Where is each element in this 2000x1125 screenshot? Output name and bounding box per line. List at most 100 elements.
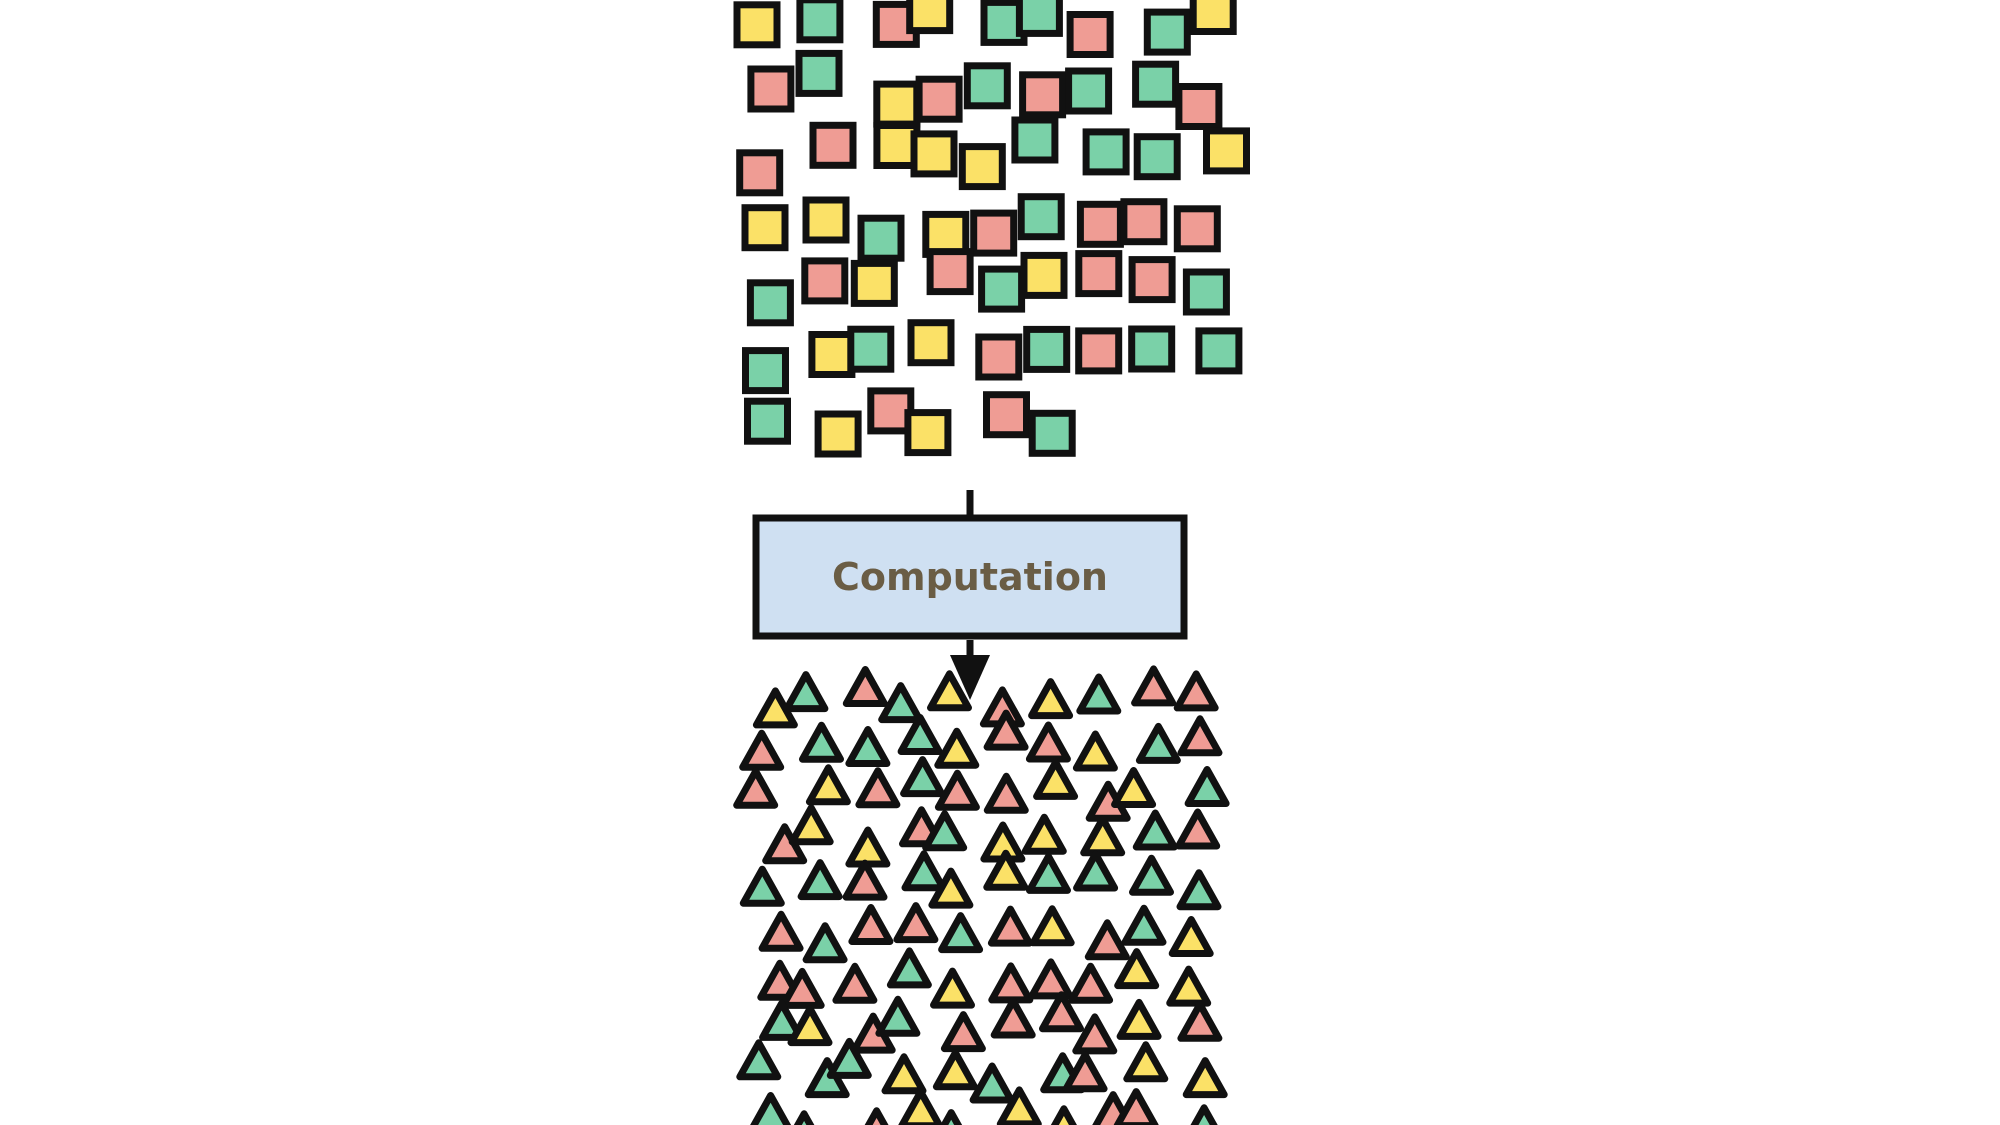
output-triangle-yellow: [1072, 730, 1118, 772]
input-square-green: [1195, 327, 1243, 375]
input-square-yellow: [904, 409, 952, 457]
output-triangle-yellow: [1050, 1105, 1077, 1125]
output-triangle-pink: [940, 1011, 986, 1053]
output-triangle-pink: [1072, 1013, 1118, 1055]
output-triangle-green: [875, 995, 921, 1037]
output-triangle-green: [938, 912, 984, 954]
output-triangle-pink: [733, 767, 779, 809]
output-triangle-pink: [848, 904, 894, 945]
output-triangle-pink: [1175, 808, 1221, 850]
output-triangle-pink: [779, 967, 825, 1009]
output-triangles-group: [733, 665, 1230, 1125]
output-triangle-green: [1129, 854, 1174, 896]
output-triangle-pink: [1062, 1051, 1108, 1093]
input-square-yellow: [808, 331, 856, 378]
input-square-pink: [1175, 83, 1223, 130]
input-square-pink: [1075, 250, 1123, 298]
input-square-yellow: [910, 130, 958, 178]
output-triangle-green: [802, 922, 848, 964]
output-triangle-green: [793, 1110, 815, 1125]
output-triangle-green: [1190, 1104, 1218, 1125]
input-square-pink: [867, 387, 915, 435]
output-triangle-pink: [988, 962, 1034, 1004]
output-triangle-green: [1132, 809, 1178, 851]
output-triangle-yellow: [805, 764, 851, 806]
output-triangle-green: [1184, 766, 1230, 807]
input-square-pink: [801, 257, 849, 305]
input-square-green: [1028, 409, 1076, 457]
input-square-green: [847, 325, 895, 373]
output-triangle-yellow: [1111, 767, 1157, 808]
output-triangle-yellow: [927, 670, 972, 712]
input-square-green: [746, 279, 794, 327]
output-triangle-yellow: [845, 826, 891, 868]
output-triangle-yellow: [1168, 916, 1214, 957]
output-triangle-yellow: [928, 867, 974, 909]
output-triangle-yellow: [983, 849, 1029, 891]
output-triangle-yellow: [1021, 813, 1067, 855]
output-triangle-yellow: [881, 1053, 927, 1095]
output-triangle-pink: [983, 772, 1029, 814]
input-square-green: [963, 62, 1011, 110]
input-squares-group: [733, 0, 1250, 458]
output-triangle-green: [1073, 850, 1119, 892]
output-triangle-green: [922, 810, 968, 852]
input-square-yellow: [733, 1, 781, 49]
output-triangle-pink: [832, 962, 878, 1004]
output-arrow-head: [950, 655, 990, 700]
output-triangle-pink: [1177, 1000, 1223, 1042]
output-triangle-green: [797, 859, 843, 901]
input-square-yellow: [922, 210, 970, 258]
output-triangle-pink: [934, 769, 980, 811]
output-triangle-yellow: [1028, 678, 1074, 720]
output-triangle-yellow: [787, 1005, 833, 1047]
input-square-yellow: [873, 80, 921, 128]
output-triangle-yellow: [1080, 815, 1126, 857]
input-square-green: [1143, 8, 1191, 56]
input-square-pink: [1075, 327, 1123, 375]
input-square-pink: [970, 209, 1018, 257]
output-triangle-yellow: [1029, 905, 1075, 947]
output-triangle-green: [736, 1039, 782, 1081]
output-triangle-pink: [758, 910, 804, 952]
output-triangle-pink: [1113, 1088, 1159, 1125]
input-square-green: [1128, 325, 1176, 373]
input-square-yellow: [907, 319, 955, 367]
input-square-yellow: [741, 204, 789, 252]
output-triangle-pink: [987, 905, 1033, 947]
output-triangle-pink: [1068, 962, 1114, 1004]
output-triangle-yellow: [1166, 965, 1212, 1007]
output-triangle-green: [940, 1109, 963, 1125]
input-square-green: [1133, 133, 1181, 181]
output-triangle-pink: [739, 729, 785, 771]
output-triangle-yellow: [898, 1088, 944, 1125]
output-triangle-green: [1026, 852, 1071, 894]
output-triangle-green: [1176, 869, 1222, 911]
input-square-green: [1015, 0, 1063, 37]
output-triangle-green: [900, 756, 946, 798]
input-square-green: [1132, 60, 1180, 108]
input-square-pink: [1120, 198, 1168, 246]
input-square-pink: [1128, 256, 1176, 304]
output-triangle-pink: [1173, 670, 1219, 712]
output-triangle-pink: [864, 1107, 889, 1125]
input-square-green: [1082, 128, 1130, 176]
output-triangle-green: [897, 714, 943, 755]
output-triangle-pink: [842, 859, 888, 901]
input-square-green: [1023, 325, 1071, 373]
input-square-yellow: [958, 143, 1006, 191]
output-triangle-yellow: [1116, 998, 1162, 1040]
input-square-green: [978, 265, 1026, 313]
input-square-pink: [1066, 11, 1114, 58]
output-triangle-pink: [990, 997, 1036, 1039]
output-triangle-yellow: [788, 804, 834, 846]
output-triangle-green: [750, 1092, 792, 1125]
output-triangle-pink: [893, 902, 939, 944]
output-triangle-pink: [842, 666, 888, 707]
output-triangle-pink: [1084, 919, 1130, 961]
input-square-green: [744, 397, 791, 445]
computation-box: [752, 514, 1188, 640]
input-square-yellow: [802, 196, 850, 244]
input-square-yellow: [850, 259, 898, 307]
input-square-green: [1017, 193, 1065, 241]
